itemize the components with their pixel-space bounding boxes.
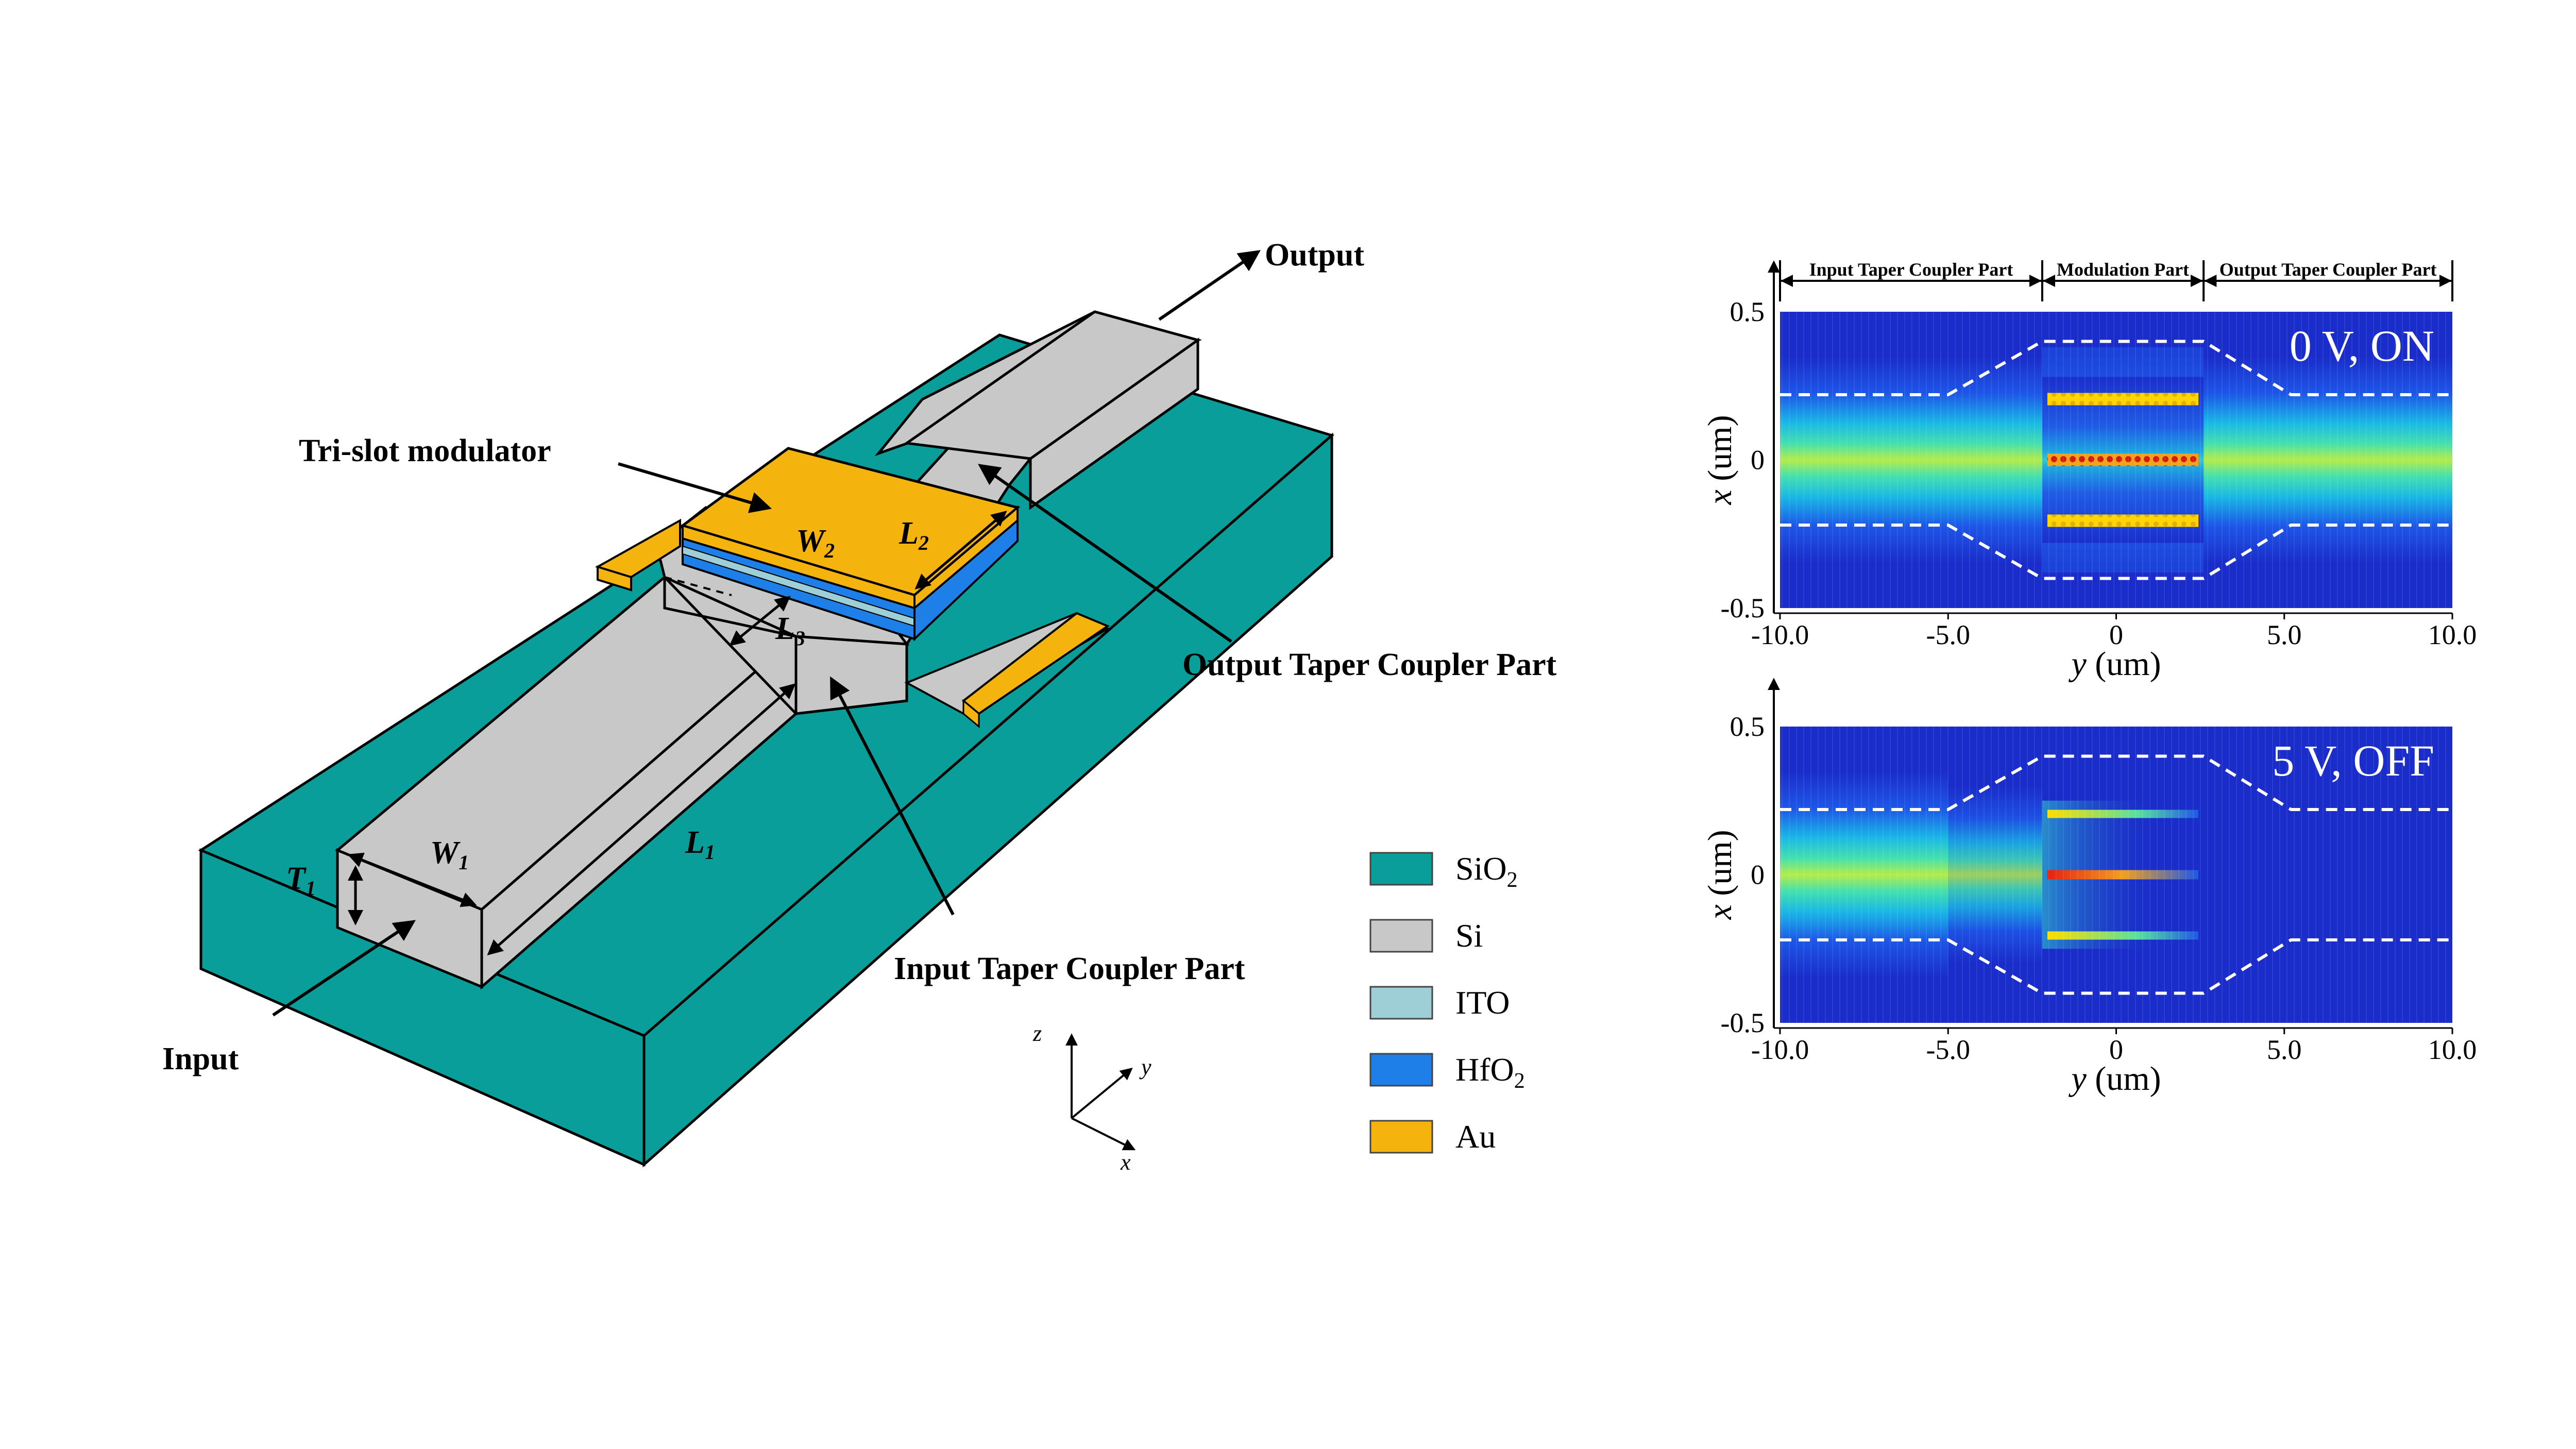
field-texture [1780, 312, 2452, 608]
output-arrow [1158, 250, 1261, 321]
waveguide-boundary [1780, 938, 2452, 995]
w1-label: W1 [430, 835, 469, 874]
section-label: Output Taper Coupler Part [2219, 259, 2437, 280]
l1-label: L1 [685, 825, 715, 864]
input-arrow [272, 920, 416, 1017]
substrate-side [642, 432, 1333, 1168]
x-tick-label: 5.0 [2267, 619, 2302, 650]
x-tick-label: -5.0 [1926, 1034, 1970, 1065]
legend-label: SiO2 [1455, 850, 1518, 892]
y-tick-label: 0.5 [1730, 711, 1765, 742]
w1-arrow [347, 852, 477, 907]
field-texture [1780, 727, 2452, 1023]
x-tick-label: -10.0 [1751, 1034, 1809, 1065]
output-label: Output [1265, 238, 1364, 273]
field-panel: 5 V, OFF 0.5 0 -0.5-10.0 -5.0 0 5.0 10.0 y (um) x… [1701, 678, 2477, 1098]
x-tick-label: 0 [2109, 1034, 2123, 1065]
y-axis-title: x (um) [1701, 830, 1739, 920]
right-contact-pad-au-front [962, 699, 980, 729]
w2-label: W2 [796, 524, 835, 562]
legend-label: Au [1455, 1118, 1496, 1155]
l1-arrow [487, 683, 796, 955]
field-plots: Input Taper Coupler Part Modulation Part O… [1701, 259, 2477, 1098]
y-tick-label: -0.5 [1721, 593, 1765, 624]
x-axis-title: y (um) [2068, 1060, 2161, 1098]
section-label: Modulation Part [2057, 259, 2189, 280]
output-taper-arrow [978, 464, 1232, 643]
input-taper-label: Input Taper Coupler Part [894, 951, 1245, 986]
field-panel: 0 V, ON 0.5 0 -0.5-10.0 -5.0 0 5.0 10.0 y (um) x … [1701, 296, 2477, 683]
x-tick-label: 10.0 [2428, 619, 2477, 650]
section-label: Input Taper Coupler Part [1809, 259, 2013, 280]
y-axis-arrow [1071, 1067, 1133, 1119]
legend-swatch [1369, 852, 1433, 886]
device-schematic: Output Input Tri-slot modulator Output T… [162, 238, 1557, 1168]
state-label: 0 V, ON [2290, 321, 2434, 370]
waveguide-boundary [1780, 524, 2452, 580]
input-label: Input [162, 1041, 239, 1076]
input-taper-arrow [830, 676, 955, 916]
x-tick-label: 10.0 [2428, 1034, 2477, 1065]
tri-slot-label: Tri-slot modulator [299, 433, 551, 468]
left-contact-pad-front [597, 565, 632, 592]
legend-label: ITO [1455, 984, 1510, 1021]
x-axis-label: x [1120, 1150, 1131, 1175]
y-axis-title: x (um) [1701, 415, 1739, 505]
l3-label: L3 [775, 611, 805, 650]
z-axis-label: z [1032, 1021, 1042, 1046]
y-tick-label: -0.5 [1721, 1007, 1765, 1038]
x-tick-label: 5.0 [2267, 1034, 2302, 1065]
legend-swatch [1369, 919, 1433, 953]
legend-label: Si [1455, 917, 1483, 954]
y-tick-label: 0.5 [1730, 296, 1765, 327]
legend-swatch [1369, 1120, 1433, 1154]
x-tick-label: -10.0 [1751, 619, 1809, 650]
x-tick-label: -5.0 [1926, 619, 1970, 650]
y-axis-label: y [1139, 1054, 1151, 1080]
waveguide-boundary [1780, 340, 2452, 396]
taper-side [794, 635, 908, 715]
y-tick-label: 0 [1751, 445, 1765, 476]
tri-slot-arrow [618, 462, 772, 513]
legend-label: HfO2 [1455, 1051, 1525, 1093]
material-legend: SiO2 Si ITO HfO2 Au [1369, 850, 1525, 1155]
legend-swatch [1369, 986, 1433, 1020]
l2-arrow [914, 511, 1007, 589]
state-label: 5 V, OFF [2272, 736, 2434, 785]
taper-interface-dash [664, 576, 732, 596]
x-tick-label: 0 [2109, 619, 2123, 650]
x-axis-arrow [1071, 1117, 1136, 1151]
l2-label: L2 [899, 516, 929, 554]
waveguide-boundary [1780, 754, 2452, 811]
axes-triad: z y x [1032, 1021, 1151, 1175]
y-tick-label: 0 [1751, 860, 1765, 890]
output-taper-label: Output Taper Coupler Part [1182, 647, 1557, 682]
l3-arrow [729, 596, 791, 646]
output-waveguide-front [903, 310, 1201, 460]
legend-swatch [1369, 1053, 1433, 1087]
x-axis-title: y (um) [2068, 645, 2161, 683]
t1-label: T1 [286, 861, 316, 900]
